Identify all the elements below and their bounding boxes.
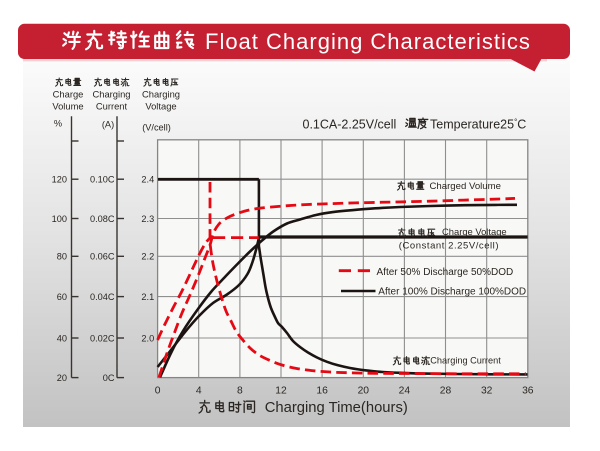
svg-text:0: 0 — [155, 385, 161, 396]
svg-text:2.2: 2.2 — [141, 252, 154, 262]
svg-text:120: 120 — [52, 175, 67, 185]
svg-text:Charging: Charging — [92, 88, 130, 99]
svg-text:2.0: 2.0 — [141, 333, 154, 343]
svg-text:8: 8 — [237, 385, 243, 396]
svg-text:%: % — [54, 118, 62, 128]
svg-text:32: 32 — [481, 385, 493, 396]
svg-text:36: 36 — [522, 385, 534, 396]
svg-text:2.4: 2.4 — [141, 175, 154, 185]
svg-text:After 100% Discharge 100%DOD: After 100% Discharge 100%DOD — [378, 287, 526, 298]
svg-text:Charging: Charging — [142, 88, 180, 99]
svg-text:Voltage: Voltage — [145, 100, 176, 111]
svg-text:Charge Voltage: Charge Voltage — [442, 226, 507, 237]
svg-text:80: 80 — [57, 252, 67, 262]
svg-text:20: 20 — [358, 385, 370, 396]
svg-text:100: 100 — [52, 214, 67, 224]
svg-text:(Constant 2.25V/cell): (Constant 2.25V/cell) — [399, 241, 499, 252]
svg-text:Charging Time(hours): Charging Time(hours) — [265, 400, 408, 416]
svg-text:0C: 0C — [103, 373, 115, 383]
svg-text:Charged Volume: Charged Volume — [430, 181, 501, 192]
svg-text:2.3: 2.3 — [141, 214, 154, 224]
svg-text:Current: Current — [96, 100, 128, 111]
svg-text:0.1CA-2.25V/cell: 0.1CA-2.25V/cell — [303, 118, 407, 132]
svg-text:60: 60 — [57, 292, 67, 302]
svg-text:(A): (A) — [102, 119, 114, 129]
svg-text:Charging Current: Charging Current — [430, 356, 501, 366]
svg-text:(V/cell): (V/cell) — [142, 123, 171, 133]
svg-text:28: 28 — [440, 385, 452, 396]
svg-text:Temperature25°C: Temperature25°C — [430, 118, 526, 132]
svg-text:24: 24 — [399, 385, 411, 396]
svg-text:Float Charging Characteristics: Float Charging Characteristics — [205, 29, 531, 54]
svg-text:Charge: Charge — [53, 88, 84, 99]
svg-text:40: 40 — [57, 333, 67, 343]
svg-text:After 50% Discharge 50%DOD: After 50% Discharge 50%DOD — [377, 267, 514, 278]
svg-text:0.10C: 0.10C — [90, 175, 115, 185]
svg-text:Volume: Volume — [52, 100, 83, 111]
svg-text:0.04C: 0.04C — [90, 292, 115, 302]
svg-text:12: 12 — [275, 385, 287, 396]
svg-text:4: 4 — [196, 385, 202, 396]
svg-text:0.02C: 0.02C — [90, 333, 115, 343]
svg-text:0.06C: 0.06C — [90, 252, 115, 262]
svg-text:0.08C: 0.08C — [90, 214, 115, 224]
svg-text:20: 20 — [57, 373, 67, 383]
svg-text:2.1: 2.1 — [141, 292, 154, 302]
svg-text:16: 16 — [316, 385, 328, 396]
